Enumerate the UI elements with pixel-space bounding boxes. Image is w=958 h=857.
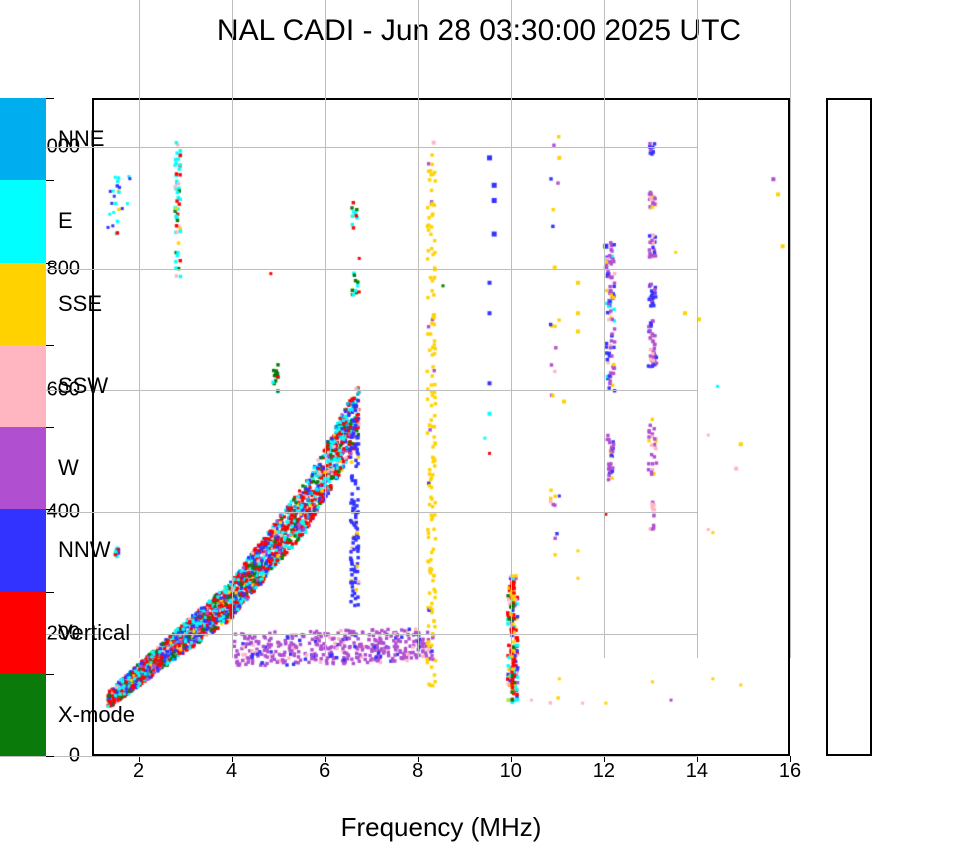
colorbar-tick (46, 98, 54, 99)
colorbar-tick (46, 509, 54, 510)
colorbar-label-ssw-band: SSW (58, 373, 108, 399)
x-tick-label: 4 (217, 760, 247, 783)
x-gridline (325, 0, 326, 658)
x-tick-label: 10 (496, 760, 526, 783)
colorbar-label-vertical-band: Vertical (58, 620, 130, 646)
chart-title: NAL CADI - Jun 28 03:30:00 2025 UTC (0, 14, 958, 48)
colorbar-tick (46, 674, 54, 675)
sse-band (0, 263, 46, 345)
xmode-band (0, 674, 46, 756)
x-tick-label: 16 (775, 760, 805, 783)
colorbar-tick (46, 756, 54, 757)
x-gridline (790, 0, 791, 658)
y-gridline (0, 512, 698, 513)
colorbar-label-w-band: W (58, 455, 79, 481)
colorbar-tick (46, 263, 54, 264)
x-tick-label: 6 (310, 760, 340, 783)
colorbar-tick (46, 427, 54, 428)
colorbar-label-nnw-band: NNW (58, 537, 111, 563)
vertical-band (0, 592, 46, 674)
nnw-band (0, 509, 46, 591)
x-gridline (697, 0, 698, 658)
ionogram-page: NAL CADI - Jun 28 03:30:00 2025 UTC Freq… (0, 0, 958, 857)
y-gridline (0, 147, 698, 148)
x-axis-label: Frequency (MHz) (92, 812, 790, 843)
x-tick-label: 14 (682, 760, 712, 783)
ssw-band (0, 345, 46, 427)
x-gridline (418, 0, 419, 658)
colorbar-label-sse-band: SSE (58, 291, 102, 317)
x-gridline (139, 0, 140, 658)
x-gridline (511, 0, 512, 658)
plot-area (92, 98, 790, 756)
x-tick-label: 2 (124, 760, 154, 783)
e-band (0, 180, 46, 262)
w-band (0, 427, 46, 509)
x-tick-label: 8 (403, 760, 433, 783)
nne-band (0, 98, 46, 180)
x-gridline (232, 0, 233, 658)
colorbar-label-e-band: E (58, 208, 73, 234)
colorbar (826, 98, 872, 756)
scatter-canvas (94, 100, 792, 758)
colorbar-label-nne-band: NNE (58, 126, 104, 152)
colorbar-label-xmode-band: X-mode (58, 702, 135, 728)
colorbar-tick (46, 592, 54, 593)
colorbar-tick (46, 180, 54, 181)
x-gridline (604, 0, 605, 658)
y-gridline (0, 269, 698, 270)
x-tick-label: 12 (589, 760, 619, 783)
y-gridline (0, 756, 698, 757)
colorbar-tick (46, 345, 54, 346)
